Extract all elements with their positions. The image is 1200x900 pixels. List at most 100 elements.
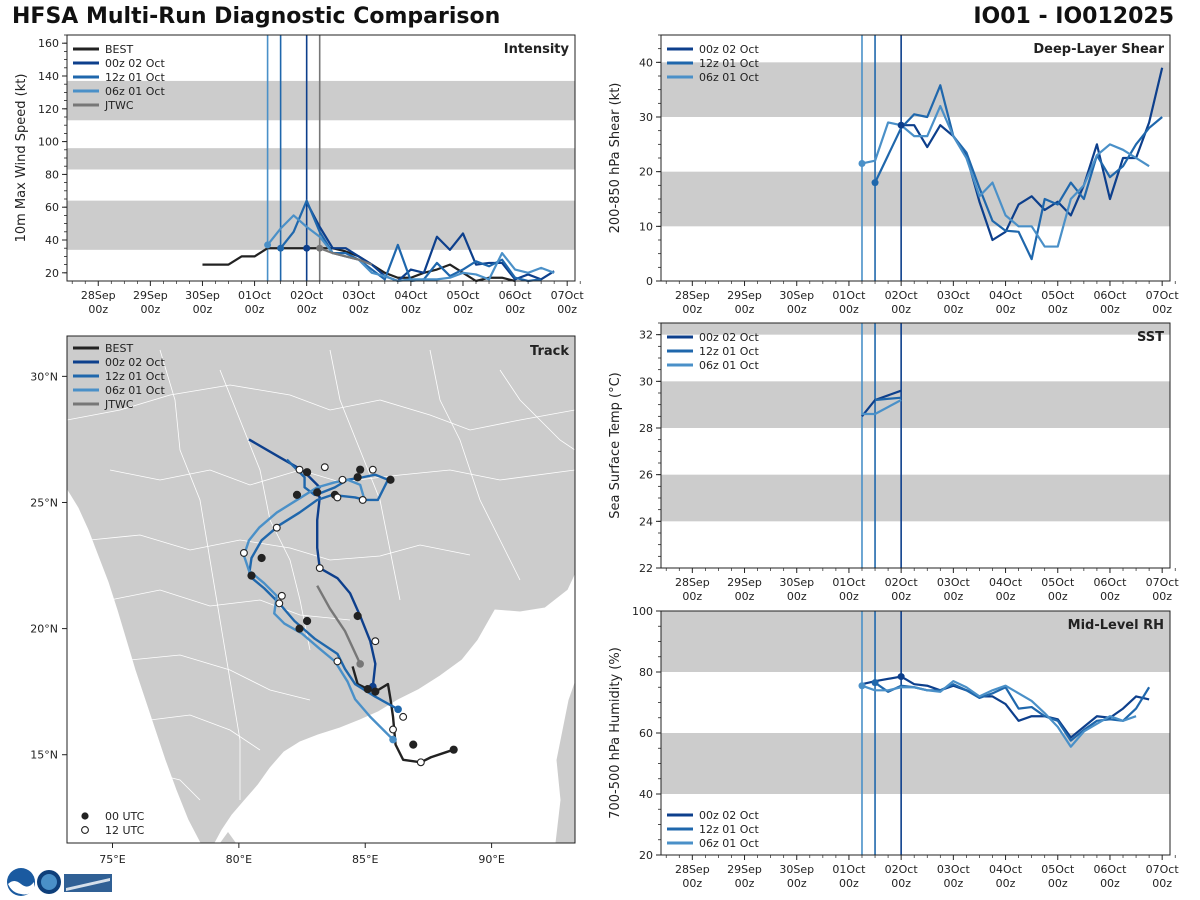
track-xtick-label: 90°E	[478, 853, 504, 866]
rh-xtick-label: 30Sep	[779, 863, 814, 876]
shear-ytick-label: 30	[639, 111, 653, 124]
track-point-00utc	[247, 571, 256, 580]
sst-band	[661, 381, 1170, 428]
track-xtick-label: 85°E	[352, 853, 378, 866]
shear-xtick-label: 00z	[787, 303, 807, 316]
track-legend-12utc-dot	[81, 826, 89, 834]
track-point-12utc	[277, 591, 286, 600]
sst-legend-label: 12z 01 Oct	[699, 345, 759, 358]
shear-xtick-label: 30Sep	[779, 289, 814, 302]
intensity-series-run1	[305, 201, 555, 283]
sst-band	[661, 474, 1170, 522]
rh-series-run1	[861, 675, 1150, 739]
sst-series-run3	[861, 399, 902, 416]
shear-xtick-label: 00z	[1152, 303, 1172, 316]
rh-xtick-label: 04Oct	[989, 863, 1023, 876]
intensity-legend-label: 12z 01 Oct	[105, 71, 165, 84]
intensity-xtick-label: 00z	[453, 303, 473, 316]
rh-xtick-label: 00z	[787, 877, 807, 890]
intensity-legend-label: 06z 01 Oct	[105, 85, 165, 98]
track-point-12utc	[338, 475, 347, 484]
shear-xtick-label: 00z	[682, 303, 702, 316]
track-point-12utc	[275, 599, 284, 608]
track-point-12utc	[399, 712, 408, 721]
track-point-00utc	[409, 740, 418, 749]
rh-legend-label: 00z 02 Oct	[699, 809, 759, 822]
shear-series-run1	[901, 67, 1164, 242]
intensity-band	[67, 80, 575, 121]
rh-ytick-label: 80	[639, 666, 653, 679]
track-legend-label: BEST	[105, 342, 133, 355]
shear-xtick-label: 00z	[839, 303, 859, 316]
sst-xtick-label: 00z	[943, 590, 963, 603]
shear-ylabel: 200-850 hPa Shear (kt)	[608, 83, 623, 234]
rh-band	[661, 733, 1170, 794]
sst-xtick-label: 02Oct	[885, 576, 919, 589]
intensity-band	[67, 200, 575, 250]
sst-xtick-label: 30Sep	[779, 576, 814, 589]
track-legend-label: 06z 01 Oct	[105, 384, 165, 397]
track-point-00utc	[295, 624, 304, 633]
intensity-xtick-label: 00z	[88, 303, 108, 316]
shear-xtick-label: 07Oct	[1146, 289, 1180, 302]
sst-xtick-label: 00z	[839, 590, 859, 603]
intensity-legend-label: 00z 02 Oct	[105, 57, 165, 70]
intensity-xtick-label: 00z	[297, 303, 317, 316]
intensity-xtick-label: 28Sep	[81, 289, 116, 302]
rh-xtick-label: 02Oct	[885, 863, 919, 876]
sst-ytick-label: 22	[639, 562, 653, 575]
intensity-ytick-label: 40	[45, 234, 59, 247]
track-point-00utc	[353, 611, 362, 621]
track-point-00utc	[363, 685, 372, 694]
sst-ylabel: Sea Surface Temp (°C)	[608, 372, 623, 519]
shear-xtick-label: 00z	[943, 303, 963, 316]
shear-ytick-label: 20	[639, 166, 653, 179]
track-point-12utc	[320, 463, 329, 472]
intensity-ytick-label: 100	[38, 136, 59, 149]
shear-xtick-label: 00z	[1048, 303, 1068, 316]
map-land-myanmar	[554, 679, 575, 843]
intensity-series-run3	[266, 214, 555, 283]
intensity-xtick-label: 00z	[557, 303, 577, 316]
sst-band	[661, 323, 1170, 335]
storm-id-label: IO01 - IO012025	[973, 4, 1174, 29]
track-xtick-label: 80°E	[226, 853, 252, 866]
sst-xtick-label: 00z	[1152, 590, 1172, 603]
track-point-00utc	[313, 488, 322, 497]
shear-legend-label: 12z 01 Oct	[699, 57, 759, 70]
shear-ytick-label: 40	[639, 56, 653, 69]
intensity-xtick-label: 30Sep	[185, 289, 220, 302]
noaa-wave-icon	[8, 881, 34, 895]
rh-series-run3	[861, 680, 1137, 748]
intensity-xtick-label: 07Oct	[551, 289, 585, 302]
intensity-xtick-label: 00z	[140, 303, 160, 316]
rh-init-marker	[897, 673, 905, 681]
intensity-init-marker	[264, 241, 272, 249]
sst-ytick-label: 32	[639, 329, 653, 342]
rh-ytick-label: 100	[632, 605, 653, 618]
intensity-init-marker	[316, 244, 324, 252]
sst-legend-label: 00z 02 Oct	[699, 331, 759, 344]
rh-xtick-label: 00z	[682, 877, 702, 890]
shear-init-marker	[858, 159, 866, 167]
sst-series-run2	[874, 396, 902, 402]
rh-xtick-label: 00z	[1152, 877, 1172, 890]
rh-xtick-label: 07Oct	[1146, 863, 1180, 876]
track-point-12utc	[368, 465, 377, 474]
intensity-xtick-label: 01Oct	[238, 289, 272, 302]
sst-xtick-label: 00z	[891, 590, 911, 603]
sst-frame	[660, 322, 1171, 569]
track-point-12utc	[416, 758, 425, 767]
intensity-xtick-label: 00z	[245, 303, 265, 316]
track-xtick-label: 75°E	[99, 853, 125, 866]
shear-band	[661, 62, 1170, 117]
track-point-00utc	[449, 745, 458, 754]
rh-xtick-label: 00z	[891, 877, 911, 890]
track-point-12utc	[333, 657, 342, 666]
intensity-xtick-label: 06Oct	[499, 289, 533, 302]
track-lines	[239, 438, 458, 767]
track-init-marker	[356, 660, 364, 668]
